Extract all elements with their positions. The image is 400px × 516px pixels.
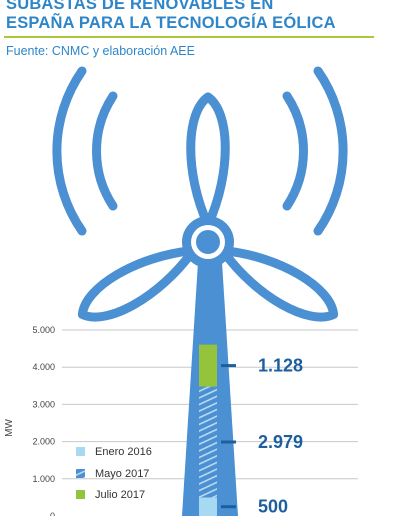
bar-segment-1 (199, 497, 217, 516)
y-axis-label: MW (4, 419, 15, 437)
title-line-1: SUBASTAS DE RENOVABLES EN (6, 0, 274, 13)
title-divider (4, 36, 374, 38)
legend-label-1: Enero 2016 (95, 446, 152, 458)
y-tick-label: 0 (50, 511, 55, 516)
source-note: Fuente: CNMC y elaboración AEE (6, 44, 195, 58)
data-label-3: 1.128 (258, 356, 303, 376)
y-tick-label: 2.000 (32, 437, 55, 447)
legend-swatch-3 (76, 490, 85, 499)
bar-segment-3 (199, 344, 217, 387)
chart-title: SUBASTAS DE RENOVABLES EN ESPAÑA PARA LA… (6, 0, 396, 33)
y-tick-label: 5.000 (32, 325, 55, 335)
legend-label-2: Mayo 2017 (95, 468, 149, 480)
legend: Enero 2016 Mayo 2017 Julio 2017 (76, 446, 152, 501)
turbine-blades-icon (77, 92, 339, 322)
title-line-2: ESPAÑA PARA LA TECNOLOGÍA EÓLICA (6, 14, 336, 32)
data-label-1: 500 (258, 497, 288, 516)
turbine-hub-icon (182, 216, 234, 268)
y-tick-label: 3.000 (32, 399, 55, 409)
y-tick-label: 1.000 (32, 474, 55, 484)
wind-arcs-icon (52, 66, 348, 236)
bar-segment-2 (199, 386, 217, 498)
data-label-2: 2.979 (258, 432, 303, 452)
legend-swatch-1 (76, 447, 85, 456)
legend-label-3: Julio 2017 (95, 489, 145, 501)
legend-swatch-2 (76, 469, 85, 478)
y-tick-label: 4.000 (32, 362, 55, 372)
